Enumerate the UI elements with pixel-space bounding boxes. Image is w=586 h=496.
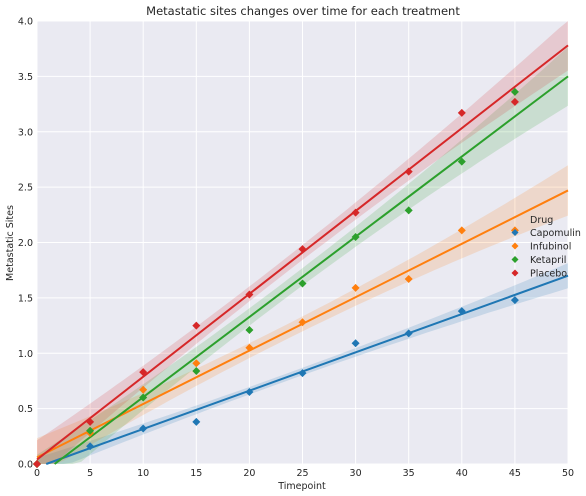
data-point-placebo bbox=[510, 97, 519, 106]
data-point-infubinol bbox=[404, 275, 413, 284]
data-point-capomulin bbox=[86, 442, 95, 451]
x-tick-label: 35 bbox=[403, 468, 415, 479]
data-point-placebo bbox=[457, 108, 466, 117]
data-point-infubinol bbox=[351, 283, 360, 292]
data-point-ketapril bbox=[192, 366, 201, 375]
data-point-infubinol bbox=[245, 343, 254, 352]
x-axis-label: Timepoint bbox=[277, 481, 326, 492]
data-point-capomulin bbox=[351, 339, 360, 348]
y-axis-label: Metastatic Sites bbox=[5, 205, 16, 281]
data-point-placebo bbox=[351, 208, 360, 217]
y-tick-label: 2.5 bbox=[18, 183, 33, 194]
data-point-infubinol bbox=[192, 359, 201, 368]
y-axis-ticks: 0.0 0.5 1.0 1.5 2.0 2.5 3.0 3.5 4.0 bbox=[18, 17, 33, 471]
data-point-infubinol bbox=[457, 226, 466, 235]
data-point-placebo bbox=[298, 245, 307, 254]
x-tick-label: 50 bbox=[562, 468, 574, 479]
x-tick-label: 30 bbox=[350, 468, 362, 479]
data-point-ketapril bbox=[510, 87, 519, 96]
legend-marker-infubinol bbox=[511, 242, 519, 250]
data-point-ketapril bbox=[457, 157, 466, 166]
legend-title: Drug bbox=[530, 215, 553, 226]
regression-lines bbox=[36, 44, 569, 465]
legend-label-capomulin: Capomulin bbox=[530, 228, 581, 239]
data-point-capomulin bbox=[139, 424, 148, 433]
y-tick-label: 3.0 bbox=[18, 127, 33, 138]
data-point-capomulin bbox=[192, 417, 201, 426]
data-point-ketapril bbox=[298, 279, 307, 288]
data-point-ketapril bbox=[245, 325, 254, 334]
x-tick-label: 0 bbox=[34, 468, 40, 479]
data-point-ketapril bbox=[351, 232, 360, 241]
data-point-placebo bbox=[245, 290, 254, 299]
legend-label-infubinol: Infubinol bbox=[530, 242, 571, 253]
data-point-placebo bbox=[33, 460, 41, 468]
data-point-placebo bbox=[192, 321, 201, 330]
grid bbox=[36, 20, 569, 465]
y-tick-label: 4.0 bbox=[18, 17, 33, 28]
confidence-band-infubinol bbox=[37, 165, 568, 465]
legend-marker-capomulin bbox=[511, 229, 519, 236]
data-point-ketapril bbox=[404, 206, 413, 215]
chart-title: Metastatic sites changes over time for e… bbox=[146, 4, 460, 18]
x-tick-label: 5 bbox=[87, 468, 93, 479]
y-tick-label: 2.0 bbox=[18, 238, 33, 249]
x-axis-ticks: 0 5 10 15 20 25 30 35 40 45 50 bbox=[34, 468, 574, 479]
data-point-placebo bbox=[86, 417, 95, 426]
y-tick-label: 1.0 bbox=[18, 349, 33, 360]
data-point-infubinol bbox=[139, 385, 148, 394]
x-tick-label: 45 bbox=[509, 468, 521, 479]
y-tick-label: 1.5 bbox=[18, 293, 33, 304]
data-point-capomulin bbox=[404, 329, 413, 338]
data-point-capomulin bbox=[245, 388, 254, 397]
data-point-infubinol bbox=[298, 318, 307, 327]
regression-line-capomulin bbox=[45, 274, 569, 465]
data-point-capomulin bbox=[298, 369, 307, 378]
x-tick-label: 20 bbox=[243, 468, 255, 479]
data-point-placebo bbox=[404, 167, 413, 176]
data-point-capomulin bbox=[510, 296, 519, 305]
legend-marker-ketapril bbox=[511, 256, 519, 263]
y-tick-label: 3.5 bbox=[18, 72, 33, 83]
legend-label-ketapril: Ketapril bbox=[530, 255, 566, 266]
confidence-band-placebo bbox=[37, 21, 568, 464]
x-tick-label: 15 bbox=[190, 468, 202, 479]
data-point-capomulin bbox=[457, 307, 466, 316]
y-tick-label: 0.0 bbox=[18, 460, 33, 471]
x-tick-label: 40 bbox=[456, 468, 468, 479]
legend: Drug Capomulin Infubinol Ketapril Placebo bbox=[511, 215, 581, 280]
legend-marker-placebo bbox=[511, 269, 519, 277]
regression-line-ketapril bbox=[53, 75, 569, 465]
data-point-placebo bbox=[139, 368, 148, 377]
x-tick-label: 25 bbox=[296, 468, 308, 479]
legend-label-placebo: Placebo bbox=[530, 269, 567, 280]
data-point-ketapril bbox=[139, 393, 148, 402]
x-tick-label: 10 bbox=[137, 468, 149, 479]
y-tick-label: 0.5 bbox=[18, 404, 33, 415]
data-point-ketapril bbox=[86, 426, 95, 435]
